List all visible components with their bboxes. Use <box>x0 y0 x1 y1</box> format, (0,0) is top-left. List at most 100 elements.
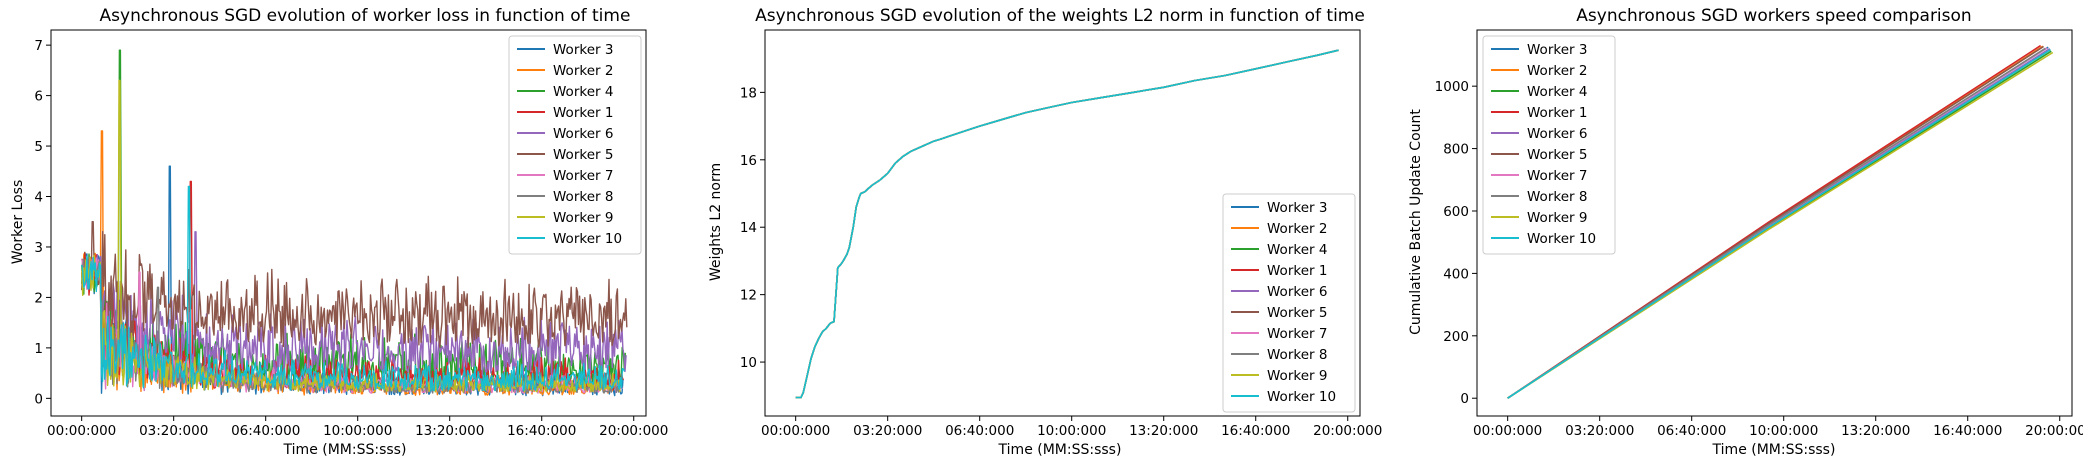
y-tick-label: 16 <box>740 153 757 169</box>
legend-label: Worker 4 <box>553 84 613 100</box>
y-tick-label: 4 <box>34 190 43 206</box>
x-tick-label: 20:00:000 <box>2025 423 2083 439</box>
series-line-worker-10 <box>81 185 626 392</box>
loss-chart-title: Asynchronous SGD evolution of worker los… <box>100 6 631 26</box>
series-line-worker-9 <box>81 79 621 393</box>
l2-norm-chart-ylabel: Weights L2 norm <box>708 163 724 281</box>
l2-norm-chart-lines <box>795 49 1339 399</box>
x-tick-label: 00:00:000 <box>47 423 116 439</box>
y-tick-label: 0 <box>34 391 43 407</box>
x-tick-label: 03:20:000 <box>853 423 922 439</box>
legend-label: Worker 5 <box>1267 305 1327 321</box>
legend-label: Worker 8 <box>553 189 613 205</box>
x-tick-label: 03:20:000 <box>1565 423 1634 439</box>
legend-label: Worker 2 <box>1267 221 1327 237</box>
legend-label: Worker 6 <box>553 126 613 142</box>
legend-label: Worker 7 <box>1527 168 1587 184</box>
x-tick-label: 06:40:000 <box>231 423 300 439</box>
x-tick-label: 10:00:000 <box>1037 423 1106 439</box>
legend-label: Worker 9 <box>553 210 613 226</box>
series-line-worker-10 <box>1507 49 2051 399</box>
speed-chart-xlabel: Time (MM:SS:sss) <box>1712 442 1836 458</box>
l2-norm-chart-legend: Worker 3 Worker 2 Worker 4 Worker 1 Worker 6… <box>1222 193 1356 413</box>
y-tick-label: 7 <box>34 38 43 54</box>
legend-label: Worker 10 <box>1267 389 1336 405</box>
legend-label: Worker 6 <box>1267 284 1327 300</box>
loss-chart-ylabel: Worker Loss <box>10 180 26 264</box>
x-tick-label: 06:40:000 <box>945 423 1014 439</box>
speed-chart-ticks: 00:00:000 03:20:000 06:40:000 10:00:000 13:2… <box>1435 79 2083 439</box>
x-tick-label: 03:20:000 <box>139 423 208 439</box>
l2-norm-chart-xlabel: Time (MM:SS:sss) <box>998 442 1122 458</box>
x-tick-label: 06:40:000 <box>1657 423 1726 439</box>
legend-label: Worker 6 <box>1527 126 1587 142</box>
legend-label: Worker 1 <box>1527 105 1587 121</box>
legend-label: Worker 7 <box>1267 326 1327 342</box>
speed-chart: Asynchronous SGD workers speed compariso… <box>1408 6 2083 458</box>
x-tick-label: 00:00:000 <box>761 423 830 439</box>
y-tick-label: 800 <box>1443 142 1469 158</box>
legend-label: Worker 8 <box>1267 347 1327 363</box>
x-tick-label: 16:40:000 <box>1221 423 1290 439</box>
legend-label: Worker 4 <box>1527 84 1587 100</box>
legend-label: Worker 10 <box>1527 231 1596 247</box>
series-line-worker-5 <box>81 220 628 349</box>
y-tick-label: 600 <box>1443 204 1469 220</box>
legend-label: Worker 2 <box>553 63 613 79</box>
y-tick-label: 5 <box>34 139 43 155</box>
loss-chart-ticks: 00:00:000 03:20:000 06:40:000 10:00:000 13:2… <box>34 38 668 439</box>
loss-chart: Asynchronous SGD evolution of worker los… <box>10 6 668 458</box>
y-tick-label: 14 <box>740 220 757 236</box>
l2-norm-chart-frame <box>764 29 1361 417</box>
legend-label: Worker 3 <box>553 42 613 58</box>
speed-chart-title: Asynchronous SGD workers speed compariso… <box>1576 6 1971 26</box>
l2-norm-chart-title: Asynchronous SGD evolution of the weight… <box>755 6 1365 26</box>
y-tick-label: 0 <box>1460 391 1469 407</box>
loss-chart-legend: Worker 3 Worker 2 Worker 4 Worker 1 Worker 6… <box>508 35 642 255</box>
speed-chart-frame <box>1476 29 2073 417</box>
y-tick-label: 1000 <box>1435 79 1469 95</box>
x-tick-label: 20:00:000 <box>599 423 668 439</box>
l2-norm-chart-ticks: 00:00:000 03:20:000 06:40:000 10:00:000 13:2… <box>740 85 1383 439</box>
speed-chart-lines <box>1507 44 2054 399</box>
x-tick-label: 10:00:000 <box>1749 423 1818 439</box>
x-tick-label: 13:20:000 <box>1129 423 1198 439</box>
x-tick-label: 20:00:000 <box>1313 423 1382 439</box>
legend-label: Worker 1 <box>1267 263 1327 279</box>
y-tick-label: 200 <box>1443 329 1469 345</box>
speed-chart-legend: Worker 3 Worker 2 Worker 4 Worker 1 Worker 6… <box>1482 35 1616 255</box>
legend-label: Worker 3 <box>1267 200 1327 216</box>
series-line-worker-10 <box>795 49 1339 399</box>
legend-label: Worker 5 <box>1527 147 1587 163</box>
legend-label: Worker 8 <box>1527 189 1587 205</box>
y-tick-label: 10 <box>740 355 757 371</box>
loss-chart-frame <box>50 29 647 417</box>
x-tick-label: 13:20:000 <box>1841 423 1910 439</box>
legend-label: Worker 7 <box>553 168 613 184</box>
x-tick-label: 16:40:000 <box>507 423 576 439</box>
loss-chart-lines <box>81 49 628 397</box>
legend-label: Worker 3 <box>1527 42 1587 58</box>
y-tick-label: 3 <box>34 240 43 256</box>
legend-label: Worker 4 <box>1267 242 1327 258</box>
y-tick-label: 12 <box>740 288 757 304</box>
y-tick-label: 2 <box>34 290 43 306</box>
y-tick-label: 1 <box>34 341 43 357</box>
y-tick-label: 18 <box>740 85 757 101</box>
legend-label: Worker 10 <box>553 231 622 247</box>
legend-label: Worker 5 <box>553 147 613 163</box>
x-tick-label: 13:20:000 <box>415 423 484 439</box>
x-tick-label: 10:00:000 <box>323 423 392 439</box>
loss-chart-xlabel: Time (MM:SS:sss) <box>283 442 407 458</box>
speed-chart-ylabel: Cumulative Batch Update Count <box>1408 109 1424 335</box>
legend-label: Worker 9 <box>1267 368 1327 384</box>
x-tick-label: 16:40:000 <box>1933 423 2002 439</box>
y-tick-label: 6 <box>34 89 43 105</box>
legend-label: Worker 1 <box>553 105 613 121</box>
legend-label: Worker 9 <box>1527 210 1587 226</box>
y-tick-label: 400 <box>1443 266 1469 282</box>
l2-norm-chart: Asynchronous SGD evolution of the weight… <box>708 6 1382 458</box>
x-tick-label: 00:00:000 <box>1473 423 1542 439</box>
legend-label: Worker 2 <box>1527 63 1587 79</box>
